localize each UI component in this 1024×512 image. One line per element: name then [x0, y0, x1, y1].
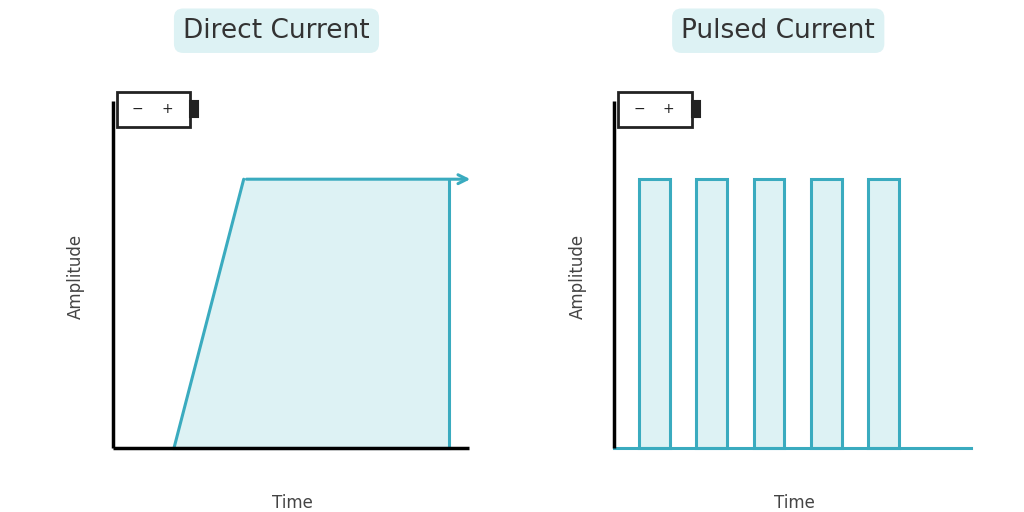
Text: Time: Time	[272, 495, 313, 512]
Bar	[754, 179, 784, 447]
Text: Direct Current: Direct Current	[183, 18, 370, 44]
Bar	[868, 179, 899, 447]
Bar	[696, 179, 727, 447]
Bar	[811, 179, 842, 447]
Text: +: +	[663, 102, 675, 116]
Text: −: −	[633, 102, 645, 116]
Text: Amplitude: Amplitude	[568, 234, 587, 319]
FancyBboxPatch shape	[117, 92, 190, 126]
Text: −: −	[131, 102, 143, 116]
Text: Pulsed Current: Pulsed Current	[681, 18, 876, 44]
Text: Amplitude: Amplitude	[67, 234, 85, 319]
Text: +: +	[161, 102, 173, 116]
Bar	[639, 179, 670, 447]
FancyBboxPatch shape	[692, 101, 699, 117]
FancyBboxPatch shape	[618, 92, 692, 126]
Polygon shape	[174, 179, 449, 447]
FancyBboxPatch shape	[190, 101, 198, 117]
Text: Time: Time	[774, 495, 815, 512]
